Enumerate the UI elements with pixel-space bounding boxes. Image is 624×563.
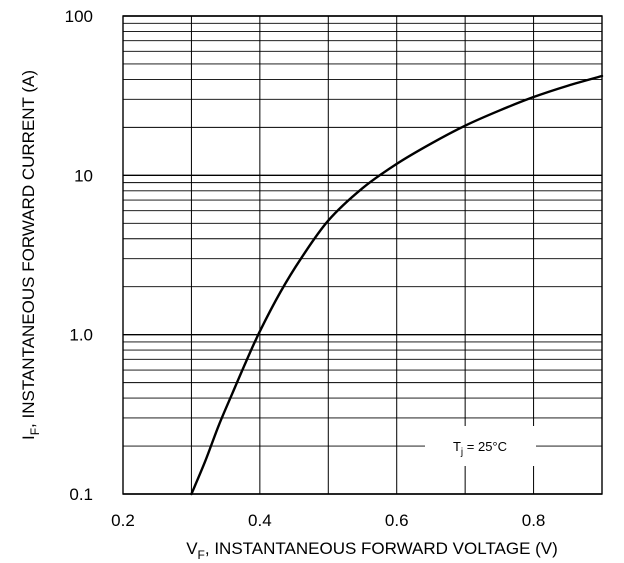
y-tick-label: 1.0 — [69, 326, 93, 345]
x-axis-title: VF, INSTANTANEOUS FORWARD VOLTAGE (V) — [186, 539, 558, 562]
grid — [122, 15, 603, 495]
x-tick-label: 0.4 — [248, 511, 272, 530]
y-axis-title: IF, INSTANTANEOUS FORWARD CURRENT (A) — [19, 70, 42, 440]
plot-frame — [122, 15, 603, 495]
tick-labels: 0.2 0.4 0.6 0.8 0.1 1.0 10 100 — [65, 7, 546, 530]
y-tick-label: 10 — [74, 166, 93, 185]
x-tick-label: 0.2 — [111, 511, 135, 530]
forward-current-curve — [190, 74, 604, 496]
y-tick-label: 0.1 — [69, 485, 93, 504]
series-layer — [190, 74, 604, 496]
annotation-label: Tj = 25°C — [453, 439, 507, 458]
annotation-background — [425, 426, 536, 466]
tj-annotation: Tj = 25°C — [425, 426, 536, 466]
x-tick-label: 0.8 — [522, 511, 546, 530]
y-tick-label: 100 — [65, 7, 93, 26]
x-tick-label: 0.6 — [385, 511, 409, 530]
